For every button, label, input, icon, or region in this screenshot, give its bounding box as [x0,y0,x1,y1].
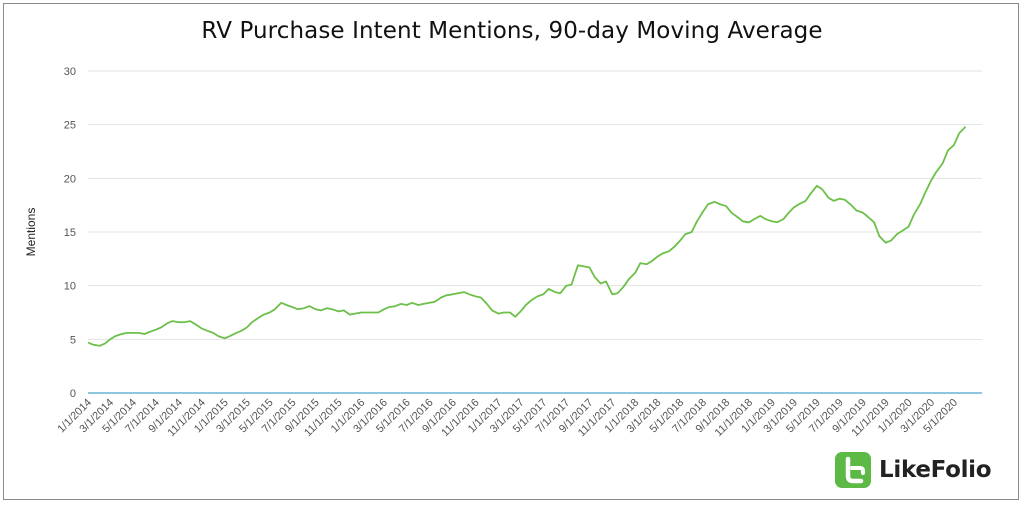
y-tick-label: 20 [64,173,76,185]
y-tick-label: 5 [70,334,76,346]
y-tick-label: 15 [64,227,76,239]
y-axis-ticks: 0 5 10 15 20 25 30 [64,66,76,400]
likefolio-logo: LikeFolio [835,450,992,490]
chart-title: RV Purchase Intent Mentions, 90-day Movi… [201,18,823,44]
likefolio-logo-text: LikeFolio [879,457,992,483]
y-tick-label: 25 [64,120,76,132]
y-tick-label: 30 [64,66,76,78]
gridlines [88,70,982,394]
x-axis-ticks: 1/1/20143/1/20145/1/20147/1/20149/1/2014… [55,397,960,440]
chart-frame: RV Purchase Intent Mentions, 90-day Movi… [3,3,1019,500]
y-tick-label: 0 [70,388,76,400]
series-group [87,126,967,347]
y-axis-label: Mentions [24,208,38,257]
y-tick-label: 10 [64,281,76,293]
likefolio-mark-icon [835,452,871,488]
series-line-0 [87,126,967,347]
